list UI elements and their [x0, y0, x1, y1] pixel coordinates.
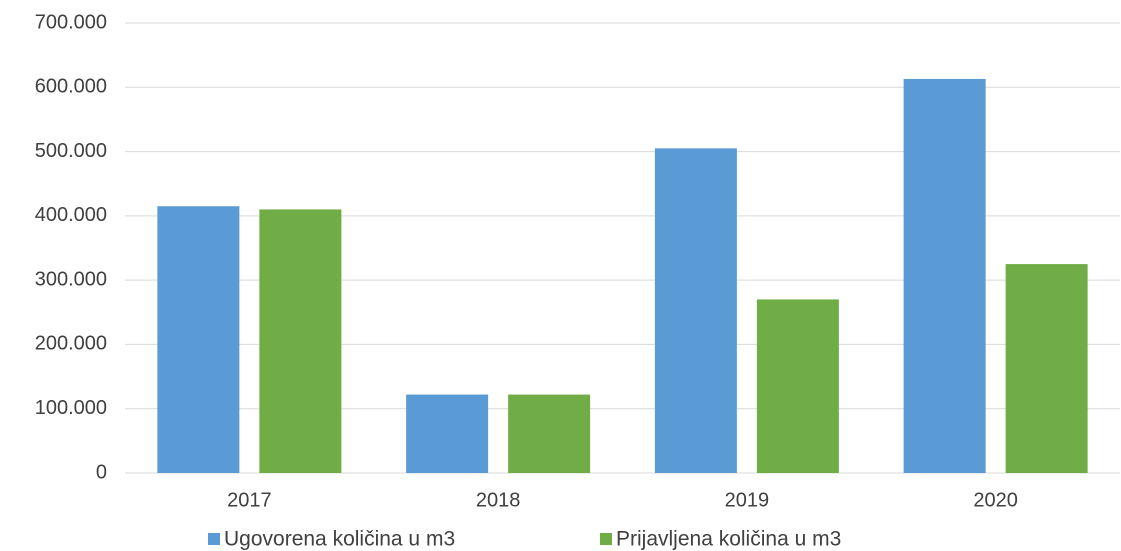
legend-swatch: [208, 533, 220, 545]
y-tick-label: 300.000: [35, 268, 107, 290]
y-tick-label: 0: [96, 461, 107, 483]
legend-label: Prijavljena količina u m3: [616, 528, 841, 551]
y-tick-label: 100.000: [35, 397, 107, 419]
bar: [756, 299, 839, 473]
x-tick-label: 2020: [973, 489, 1018, 511]
bar: [654, 148, 737, 473]
y-tick-label: 600.000: [35, 76, 107, 98]
bar: [406, 394, 489, 473]
y-tick-label: 500.000: [35, 140, 107, 162]
x-tick-label: 2017: [227, 489, 272, 511]
y-tick-label: 400.000: [35, 204, 107, 226]
bar: [903, 78, 986, 473]
bar: [1005, 264, 1088, 473]
legend-swatch: [600, 533, 612, 545]
bar: [157, 206, 240, 473]
x-tick-label: 2018: [476, 489, 521, 511]
y-tick-label: 200.000: [35, 333, 107, 355]
bar: [259, 209, 342, 473]
bar: [508, 394, 591, 473]
legend-label: Ugovorena količina u m3: [224, 528, 455, 551]
x-tick-label: 2019: [725, 489, 770, 511]
y-tick-label: 700.000: [35, 11, 107, 33]
